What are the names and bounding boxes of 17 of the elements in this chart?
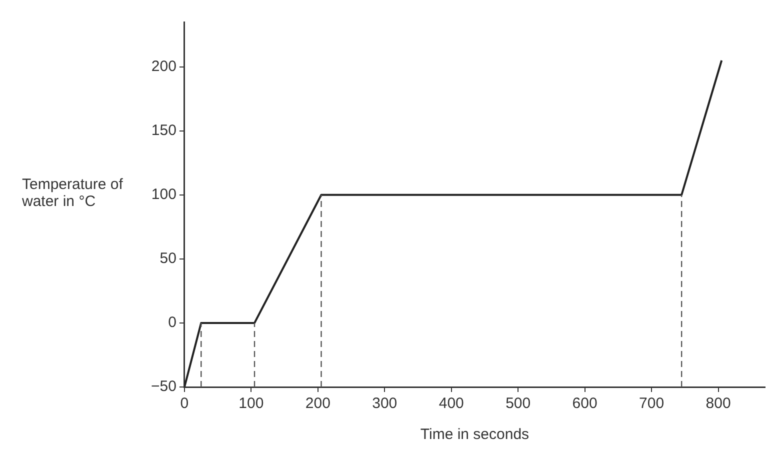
y-tick-label: −50 [150,378,176,396]
x-tick-label: 300 [372,395,398,412]
y-tick-label: 150 [151,122,176,139]
y-axis-title: Temperature of water in °C [21,176,124,210]
x-tick-label: 500 [506,395,531,412]
x-tick-label: 700 [639,395,664,412]
x-tick-label: 600 [572,395,598,412]
x-tick-label: 0 [180,395,189,412]
y-tick-label: 200 [151,58,176,75]
y-tick-label: 0 [168,314,176,332]
x-tick-label: 200 [305,395,330,412]
y-tick-label: 100 [151,186,176,204]
x-axis-title: Time in seconds [420,426,530,444]
x-tick-label: 100 [238,395,264,412]
x-tick-label: 400 [438,395,464,412]
x-tick-label: 800 [706,395,731,412]
y-tick-label: 50 [160,250,176,268]
